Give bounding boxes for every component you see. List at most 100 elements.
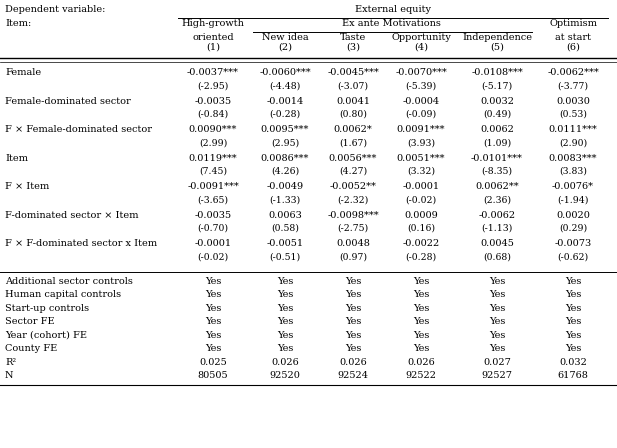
Text: 0.0032: 0.0032 [480,96,514,105]
Text: Yes: Yes [489,331,505,340]
Text: New idea: New idea [262,33,308,42]
Text: Yes: Yes [489,290,505,299]
Text: (-3.77): (-3.77) [557,82,589,90]
Text: 0.025: 0.025 [199,358,227,366]
Text: 0.0095***: 0.0095*** [261,125,309,134]
Text: (-2.75): (-2.75) [337,224,368,233]
Text: Female: Female [5,68,41,77]
Text: (-2.95): (-2.95) [197,82,229,90]
Text: Yes: Yes [277,344,293,353]
Text: Yes: Yes [413,276,429,285]
Text: Item: Item [5,154,28,163]
Text: 0.0062**: 0.0062** [475,182,519,191]
Text: Yes: Yes [345,276,361,285]
Text: -0.0037***: -0.0037*** [187,68,239,77]
Text: 0.0048: 0.0048 [336,239,370,248]
Text: Dependent variable:: Dependent variable: [5,5,106,14]
Text: 0.0062*: 0.0062* [334,125,373,134]
Text: Sector FE: Sector FE [5,317,55,326]
Text: 0.0056***: 0.0056*** [329,154,377,163]
Text: Yes: Yes [277,303,293,313]
Text: -0.0062***: -0.0062*** [547,68,599,77]
Text: (4.26): (4.26) [271,167,299,176]
Text: (0.80): (0.80) [339,110,367,119]
Text: 0.0083***: 0.0083*** [549,154,597,163]
Text: (-0.84): (-0.84) [197,110,229,119]
Text: 92524: 92524 [337,371,368,380]
Text: Yes: Yes [413,331,429,340]
Text: (-3.07): (-3.07) [337,82,368,90]
Text: (-0.62): (-0.62) [557,253,589,262]
Text: N: N [5,371,14,380]
Text: (-5.39): (-5.39) [405,82,437,90]
Text: Yes: Yes [205,317,221,326]
Text: Yes: Yes [489,344,505,353]
Text: -0.0001: -0.0001 [402,182,439,191]
Text: Yes: Yes [205,290,221,299]
Text: -0.0045***: -0.0045*** [327,68,379,77]
Text: -0.0060***: -0.0060*** [259,68,311,77]
Text: External equity: External equity [355,5,431,14]
Text: R²: R² [5,358,16,366]
Text: -0.0022: -0.0022 [402,239,440,248]
Text: F × Item: F × Item [5,182,49,191]
Text: Independence: Independence [462,33,532,42]
Text: 0.0020: 0.0020 [556,211,590,220]
Text: (7.45): (7.45) [199,167,227,176]
Text: -0.0035: -0.0035 [194,96,231,105]
Text: (-0.02): (-0.02) [405,195,437,204]
Text: (4.27): (4.27) [339,167,367,176]
Text: -0.0014: -0.0014 [267,96,304,105]
Text: (-2.32): (-2.32) [337,195,369,204]
Text: (3.83): (3.83) [559,167,587,176]
Text: (1.67): (1.67) [339,138,367,147]
Text: 0.027: 0.027 [483,358,511,366]
Text: (-1.13): (-1.13) [481,224,513,233]
Text: 0.0091***: 0.0091*** [397,125,445,134]
Text: (-1.33): (-1.33) [270,195,300,204]
Text: 0.032: 0.032 [559,358,587,366]
Text: F × Female-dominated sector: F × Female-dominated sector [5,125,152,134]
Text: Yes: Yes [277,331,293,340]
Text: -0.0052**: -0.0052** [329,182,376,191]
Text: (4): (4) [414,43,428,52]
Text: (-0.70): (-0.70) [197,224,228,233]
Text: Yes: Yes [345,344,361,353]
Text: -0.0070***: -0.0070*** [395,68,447,77]
Text: (2.36): (2.36) [483,195,511,204]
Text: 80505: 80505 [197,371,228,380]
Text: Yes: Yes [205,276,221,285]
Text: (-5.17): (-5.17) [481,82,513,90]
Text: -0.0035: -0.0035 [194,211,231,220]
Text: 0.0086***: 0.0086*** [261,154,309,163]
Text: 0.026: 0.026 [407,358,435,366]
Text: (6): (6) [566,43,580,52]
Text: Yes: Yes [565,317,581,326]
Text: (3): (3) [346,43,360,52]
Text: oriented: oriented [192,33,234,42]
Text: (2.99): (2.99) [199,138,227,147]
Text: 0.0030: 0.0030 [556,96,590,105]
Text: (-0.51): (-0.51) [270,253,300,262]
Text: Yes: Yes [489,317,505,326]
Text: -0.0062: -0.0062 [478,211,516,220]
Text: (1): (1) [206,43,220,52]
Text: (0.49): (0.49) [483,110,511,119]
Text: County FE: County FE [5,344,57,353]
Text: -0.0098***: -0.0098*** [327,211,379,220]
Text: -0.0001: -0.0001 [194,239,231,248]
Text: -0.0049: -0.0049 [267,182,304,191]
Text: (-1.94): (-1.94) [557,195,589,204]
Text: -0.0073: -0.0073 [555,239,592,248]
Text: at start: at start [555,33,591,42]
Text: (-0.02): (-0.02) [197,253,229,262]
Text: F × F-dominated sector x Item: F × F-dominated sector x Item [5,239,157,248]
Text: Year (cohort) FE: Year (cohort) FE [5,331,87,340]
Text: (0.16): (0.16) [407,224,435,233]
Text: Yes: Yes [413,317,429,326]
Text: 0.026: 0.026 [339,358,367,366]
Text: 0.0062: 0.0062 [480,125,514,134]
Text: Yes: Yes [413,290,429,299]
Text: (2.90): (2.90) [559,138,587,147]
Text: Yes: Yes [277,290,293,299]
